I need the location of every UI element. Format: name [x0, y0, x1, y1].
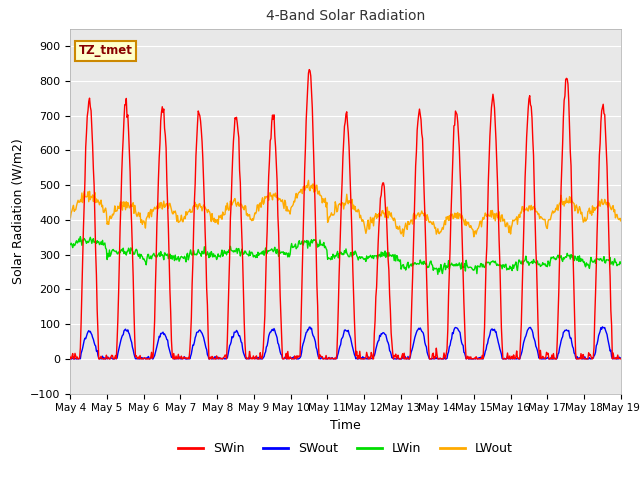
LWout — [305, 178, 312, 183]
Line: SWout: SWout — [70, 327, 621, 359]
LWin — [219, 253, 227, 259]
SWout — [598, 324, 606, 330]
LWin — [617, 261, 625, 266]
SWout — [67, 356, 74, 361]
SWin — [414, 119, 422, 124]
Title: 4-Band Solar Radiation: 4-Band Solar Radiation — [266, 10, 425, 24]
Line: LWout: LWout — [70, 180, 621, 237]
LWout — [429, 219, 437, 225]
Legend: SWin, SWout, LWin, LWout: SWin, SWout, LWin, LWout — [173, 437, 518, 460]
SWout — [134, 355, 141, 360]
SWin — [67, 354, 74, 360]
SWout — [67, 356, 75, 362]
SWout — [190, 342, 198, 348]
Text: TZ_tmet: TZ_tmet — [79, 44, 132, 57]
SWin — [77, 320, 85, 325]
Y-axis label: Solar Radiation (W/m2): Solar Radiation (W/m2) — [12, 138, 25, 284]
LWin — [429, 267, 437, 273]
SWin — [430, 356, 438, 362]
LWin — [413, 261, 421, 266]
LWin — [77, 234, 84, 240]
LWout — [133, 214, 141, 219]
SWin — [305, 67, 313, 72]
LWin — [434, 272, 442, 277]
SWin — [190, 226, 198, 232]
LWout — [189, 204, 196, 210]
LWout — [218, 216, 226, 222]
Line: SWin: SWin — [70, 70, 621, 359]
LWout — [470, 234, 477, 240]
Line: LWin: LWin — [70, 237, 621, 275]
SWout — [429, 356, 437, 362]
LWin — [77, 238, 85, 243]
X-axis label: Time: Time — [330, 419, 361, 432]
LWout — [67, 215, 74, 221]
SWout — [219, 356, 227, 361]
SWout — [77, 350, 85, 356]
SWout — [617, 355, 625, 361]
LWin — [190, 248, 198, 253]
SWin — [134, 356, 141, 362]
LWout — [413, 212, 421, 218]
LWin — [67, 242, 74, 248]
SWin — [617, 356, 625, 362]
LWin — [134, 252, 141, 258]
LWout — [617, 218, 625, 224]
SWin — [67, 356, 75, 362]
LWout — [77, 197, 84, 203]
SWout — [413, 328, 421, 334]
SWin — [219, 356, 227, 362]
